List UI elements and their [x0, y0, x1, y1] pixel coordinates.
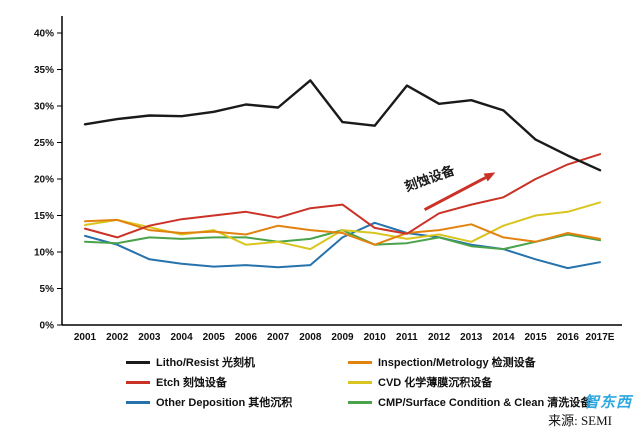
legend-item-litho: Litho/Resist 光刻机: [126, 354, 334, 370]
series-line-other: [84, 221, 601, 270]
x-tick-label: 2013: [460, 332, 483, 343]
legend-label-litho: Litho/Resist 光刻机: [156, 357, 256, 369]
legend-label-other-deposition: Other Deposition 其他沉积: [156, 397, 293, 409]
series-line-etch: [84, 153, 601, 239]
legend-swatch-etch: [126, 380, 150, 384]
x-tick-label: 2006: [235, 332, 258, 343]
legend-item-cvd: CVD 化学薄膜沉积设备: [348, 374, 640, 390]
legend-label-inspection: Inspection/Metrology 检测设备: [378, 357, 536, 369]
x-tick-label: 2005: [203, 332, 226, 343]
annotation-label: 刻蚀设备: [402, 162, 457, 194]
y-tick-label: 35%: [34, 65, 54, 76]
annotation-arrowhead: [483, 172, 496, 182]
legend-swatch-litho: [126, 360, 150, 364]
y-tick-label: 10%: [34, 248, 54, 259]
x-tick-label: 2010: [364, 332, 387, 343]
line-chart: 0% 5% 10% 15% 20% 25% 30% 35% 40% 2001 2002 2003 200…: [34, 16, 622, 343]
series-line-cvd: [84, 201, 601, 251]
y-tick-label: 40%: [34, 29, 54, 40]
legend-label-cmp: CMP/Surface Condition & Clean 清洗设备: [378, 397, 592, 409]
x-tick-label: 2017E: [586, 332, 615, 343]
x-tick-label: 2016: [557, 332, 580, 343]
annotation-arrow: [423, 176, 487, 211]
x-tick-label: 2003: [138, 332, 161, 343]
x-tick-label: 2014: [492, 332, 515, 343]
x-tick-label: 2015: [525, 332, 548, 343]
x-tick-label: 2007: [267, 332, 290, 343]
legend-swatch-inspection: [348, 360, 372, 364]
series-line-litho-resist: [83, 79, 602, 172]
legend-label-cvd: CVD 化学薄膜沉积设备: [378, 377, 493, 389]
x-tick-label: 2004: [170, 332, 193, 343]
x-tick-label: 2012: [428, 332, 451, 343]
y-tick-label: 25%: [34, 138, 54, 149]
legend-swatch-cmp: [348, 400, 372, 404]
source-label: 来源: SEMI: [548, 413, 612, 428]
x-tick-label: 2011: [396, 332, 418, 343]
legend-item-other-deposition: Other Deposition 其他沉积: [126, 394, 334, 410]
y-tick-label: 0%: [40, 321, 55, 332]
x-tick-label: 2001: [74, 332, 97, 343]
legend: Litho/Resist 光刻机 Inspection/Metrology 检测…: [126, 354, 640, 410]
legend-item-etch: Etch 刻蚀设备: [126, 374, 334, 390]
legend-swatch-cvd: [348, 380, 372, 384]
y-tick-label: 15%: [34, 211, 54, 222]
watermark-logo: 智东西: [583, 394, 632, 411]
series-line-inspection-metrology: [84, 218, 601, 246]
legend-item-cmp: CMP/Surface Condition & Clean 清洗设备: [348, 394, 640, 410]
y-tick-label: 5%: [40, 284, 55, 295]
y-tick-label: 30%: [34, 102, 54, 113]
legend-swatch-other-deposition: [126, 400, 150, 404]
x-tick-label: 2002: [106, 332, 129, 343]
y-tick-label: 20%: [34, 175, 54, 186]
x-tick-label: 2008: [299, 332, 322, 343]
x-tick-label: 2009: [331, 332, 354, 343]
legend-label-etch: Etch 刻蚀设备: [156, 377, 227, 389]
legend-item-inspection: Inspection/Metrology 检测设备: [348, 354, 640, 370]
